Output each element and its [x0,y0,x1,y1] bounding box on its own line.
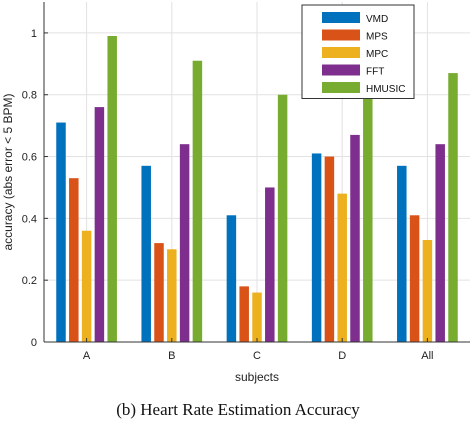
bar-mpc-all [422,240,433,342]
bar-mps-a [69,178,79,342]
bar-hmusic-a [107,36,117,342]
x-tick-label: B [168,350,175,362]
legend-swatch-hmusic [322,82,360,93]
bar-hmusic-d [363,94,373,343]
bar-mps-all [409,215,420,342]
bar-fft-d [350,134,360,342]
x-tick-label: All [421,350,433,362]
y-tick-label: 0.8 [22,90,37,102]
bar-vmd-c [226,215,237,342]
legend-swatch-vmd [322,12,360,23]
bar-vmd-d [311,153,322,342]
bar-vmd-all [397,165,407,342]
x-tick-label: C [253,350,261,362]
legend-label-mps: MPS [366,32,388,43]
y-tick-label: 0 [31,337,37,349]
legend-label-mpc: MPC [366,49,388,60]
bar-fft-all [435,144,445,342]
bar-hmusic-b [192,60,203,343]
y-tick-label: 1 [31,28,37,40]
x-axis-label: subjects [235,370,279,384]
bar-fft-a [94,107,105,342]
bar-hmusic-c [277,94,288,343]
legend-swatch-mps [322,29,360,41]
bar-hmusic-all [448,73,458,342]
bar-mps-d [324,156,335,342]
bar-fft-c [265,187,275,342]
axes: 0 0.2 0.4 0.6 0.8 1 A B C D All [22,2,470,362]
chart: 0 0.2 0.4 0.6 0.8 1 A B C D All accuracy (abs erro… [1,2,470,384]
bar-mpc-d [337,193,347,342]
bar-vmd-b [141,165,151,342]
y-tick-label: 0.2 [22,275,37,287]
x-tick-label: D [338,350,346,362]
bar-mps-b [154,243,164,342]
legend-swatch-mpc [322,47,360,58]
legend-label-vmd: VMD [366,14,388,25]
legend-label-fft: FFT [366,67,384,78]
bar-fft-b [179,144,190,342]
legend-swatch-fft [322,64,360,76]
x-tick-label: A [83,350,91,362]
y-tick-label: 0.6 [22,152,37,164]
figure-caption: (b) Heart Rate Estimation Accuracy [116,400,360,419]
bar-mpc-a [81,230,92,342]
y-axis-label: accuracy (abs error < 5 BPM) [1,93,15,250]
bar-mps-c [239,286,249,342]
bar-vmd-a [56,122,66,342]
bar-mpc-c [252,292,262,342]
y-tick-label: 0.4 [22,213,37,225]
bars [56,36,458,343]
legend: VMD MPS MPC FFT HMUSIC [301,4,415,99]
bar-mpc-b [167,249,177,342]
legend-label-hmusic: HMUSIC [366,84,405,95]
